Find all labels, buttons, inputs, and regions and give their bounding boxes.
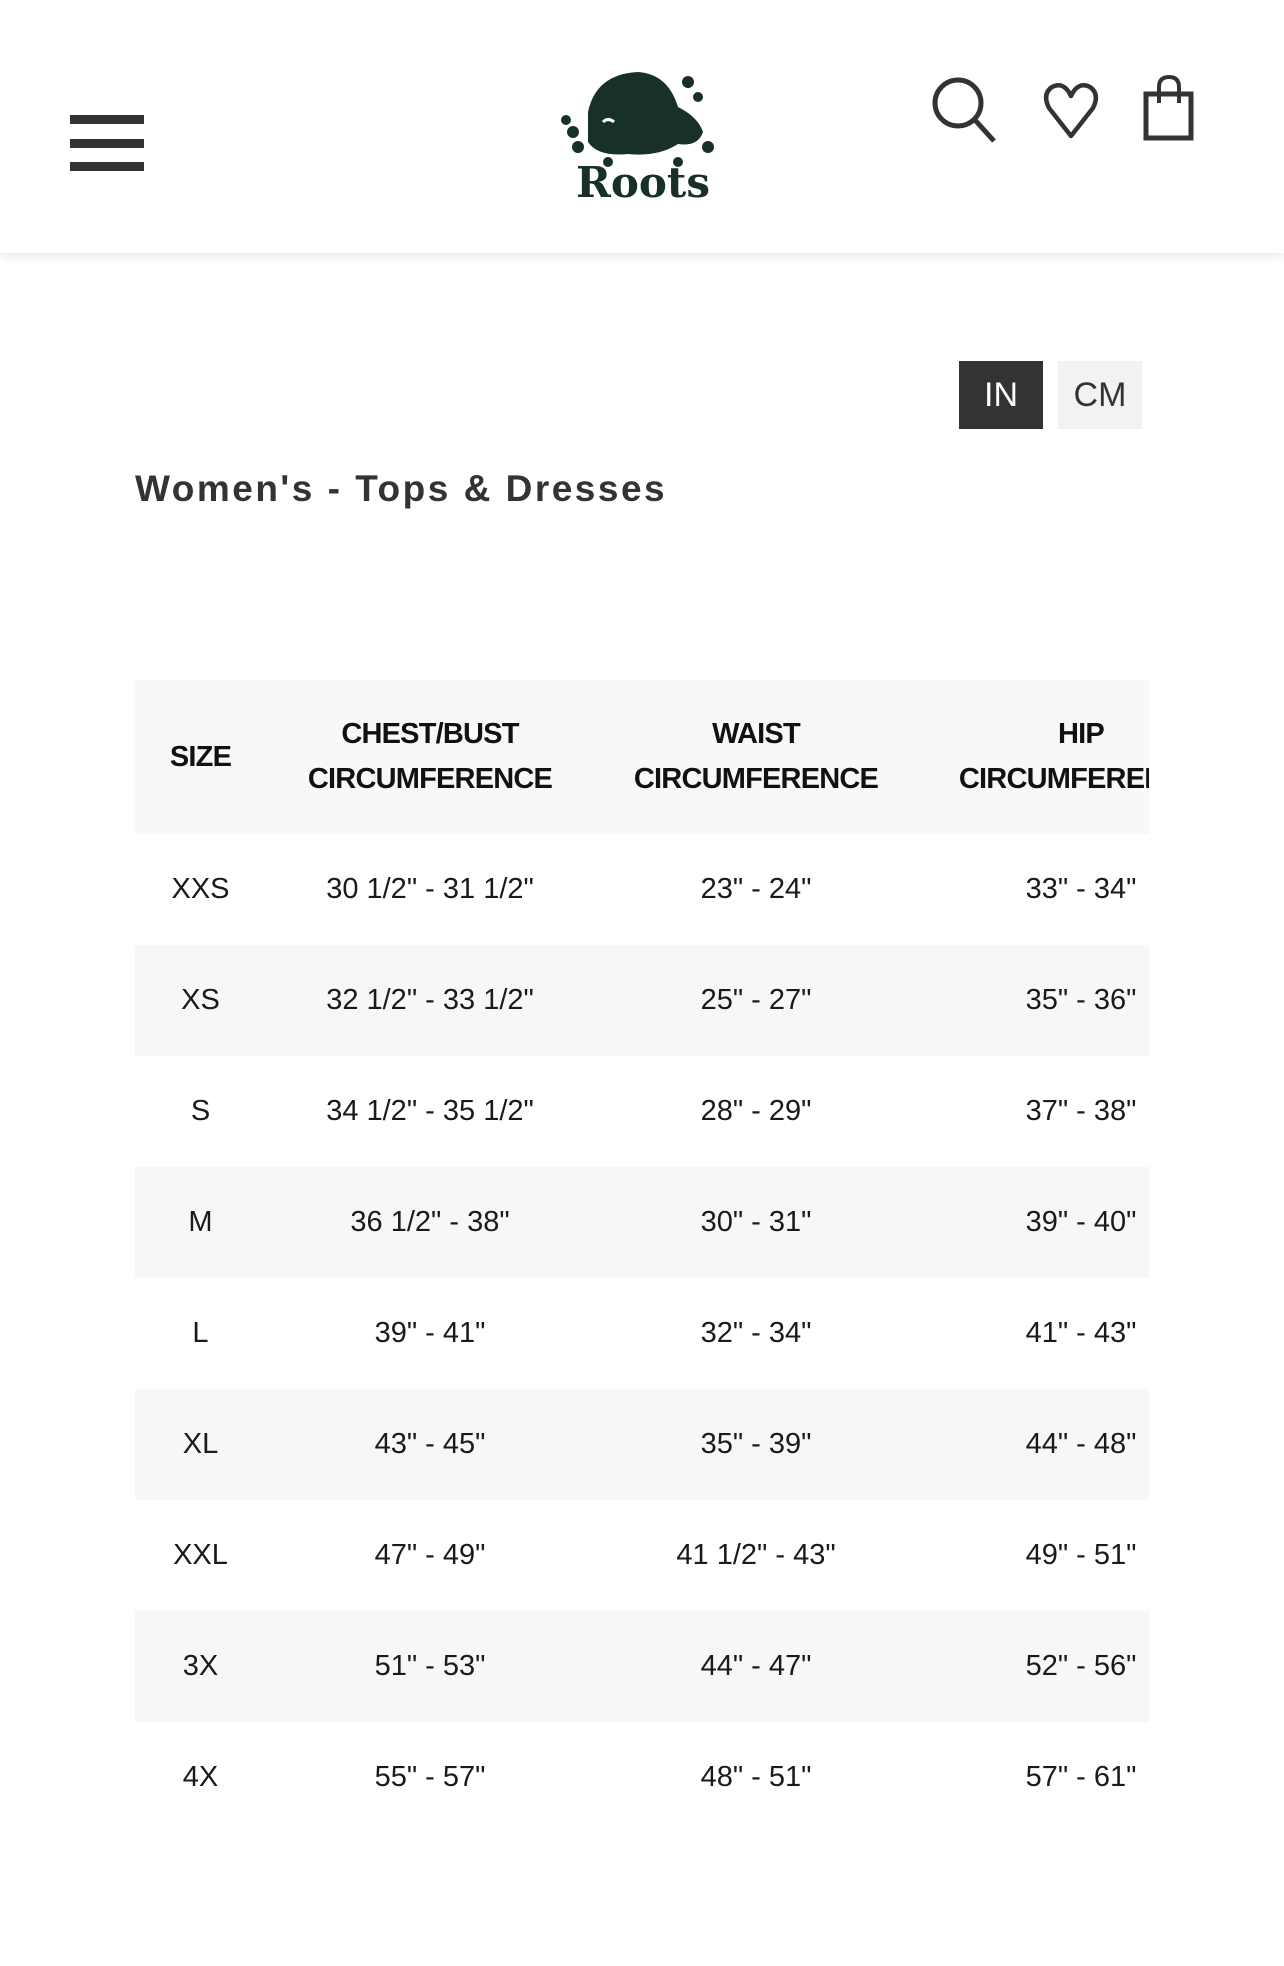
chest-cell: 47" - 49" [374,1539,486,1571]
waist-cell: 48" - 51" [700,1761,812,1793]
hip-cell: 33" - 34" [1025,873,1137,905]
size-cell: 3X [182,1650,219,1682]
hip-cell: 39" - 40" [1025,1206,1137,1238]
shopping-bag-icon[interactable] [1143,74,1195,146]
size-cell: S [190,1095,211,1127]
size-chart-table: SIZE CHEST/BUST CIRCUMFERENCE WAIST CIRCUM… [135,680,1149,1840]
size-cell: 4X [182,1761,219,1793]
chest-cell: 51" - 53" [374,1650,486,1682]
site-header: Roots [0,0,1284,253]
waist-cell: 35" - 39" [700,1428,812,1460]
chest-cell: 32 1/2" - 33 1/2" [326,984,534,1016]
waist-cell: 32" - 34" [700,1317,812,1349]
size-cell: XL [182,1428,219,1460]
table-row: 3X 51" - 53" 44" - 47" 52" - 56" [135,1611,1149,1722]
waist-cell: 25" - 27" [700,984,812,1016]
column-header-size: SIZE [169,740,232,773]
table-row: 4X 55" - 57" 48" - 51" 57" - 61" [135,1722,1149,1833]
waist-cell: 41 1/2" - 43" [676,1539,836,1571]
column-header-chest: CHEST/BUST CIRCUMFERENCE [307,718,553,795]
table-row: L 39" - 41" 32" - 34" 41" - 43" [135,1278,1149,1389]
chest-cell: 30 1/2" - 31 1/2" [326,873,534,905]
waist-cell: 30" - 31" [700,1206,812,1238]
waist-cell: 44" - 47" [700,1650,812,1682]
brand-wordmark: Roots [576,158,710,202]
size-cell: XS [181,984,220,1016]
size-cell: L [192,1317,209,1349]
size-cell: M [188,1206,213,1238]
chest-cell: 39" - 41" [374,1317,486,1349]
waist-cell: 23" - 24" [700,873,812,905]
beaver-logo-icon: Roots [561,72,714,207]
hip-cell: 35" - 36" [1025,984,1137,1016]
table-header-row: SIZE CHEST/BUST CIRCUMFERENCE WAIST CIRCUM… [135,680,1149,834]
size-cell: XXS [171,873,230,905]
column-header-hip: HIPCIRCUMFERENCE [958,718,1149,795]
roots-logo[interactable]: Roots [548,62,738,207]
size-cell: XXL [173,1539,228,1571]
chest-cell: 43" - 45" [374,1428,486,1460]
menu-icon[interactable] [70,115,144,171]
column-header-waist: WAIST CIRCUMFERENCE [633,718,879,795]
table-row: XXS 30 1/2" - 31 1/2" 23" - 24" 33" - 34" [135,834,1149,945]
hip-cell: 44" - 48" [1025,1428,1137,1460]
hip-cell: 37" - 38" [1025,1095,1137,1127]
table-row: XL 43" - 45" 35" - 39" 44" - 48" [135,1389,1149,1500]
waist-cell: 28" - 29" [700,1095,812,1127]
page-title: Women's - Tops & Dresses [135,468,668,509]
hip-cell: 52" - 56" [1025,1650,1137,1682]
unit-toggle-in[interactable]: IN [959,361,1043,429]
unit-toggle-cm[interactable]: CM [1058,361,1142,429]
hip-cell: 57" - 61" [1025,1761,1137,1793]
hip-cell: 41" - 43" [1025,1317,1137,1349]
chest-cell: 36 1/2" - 38" [350,1206,510,1238]
table-row: XXL 47" - 49" 41 1/2" - 43" 49" - 51" [135,1500,1149,1611]
hip-cell: 49" - 51" [1025,1539,1137,1571]
search-icon[interactable] [930,75,1000,150]
table-row: XS 32 1/2" - 33 1/2" 25" - 27" 35" - 36" [135,945,1149,1056]
chest-cell: 55" - 57" [374,1761,486,1793]
table-row: M 36 1/2" - 38" 30" - 31" 39" - 40" [135,1167,1149,1278]
table-row: S 34 1/2" - 35 1/2" 28" - 29" 37" - 38" [135,1056,1149,1167]
chest-cell: 34 1/2" - 35 1/2" [326,1095,534,1127]
heart-icon[interactable] [1042,82,1100,145]
